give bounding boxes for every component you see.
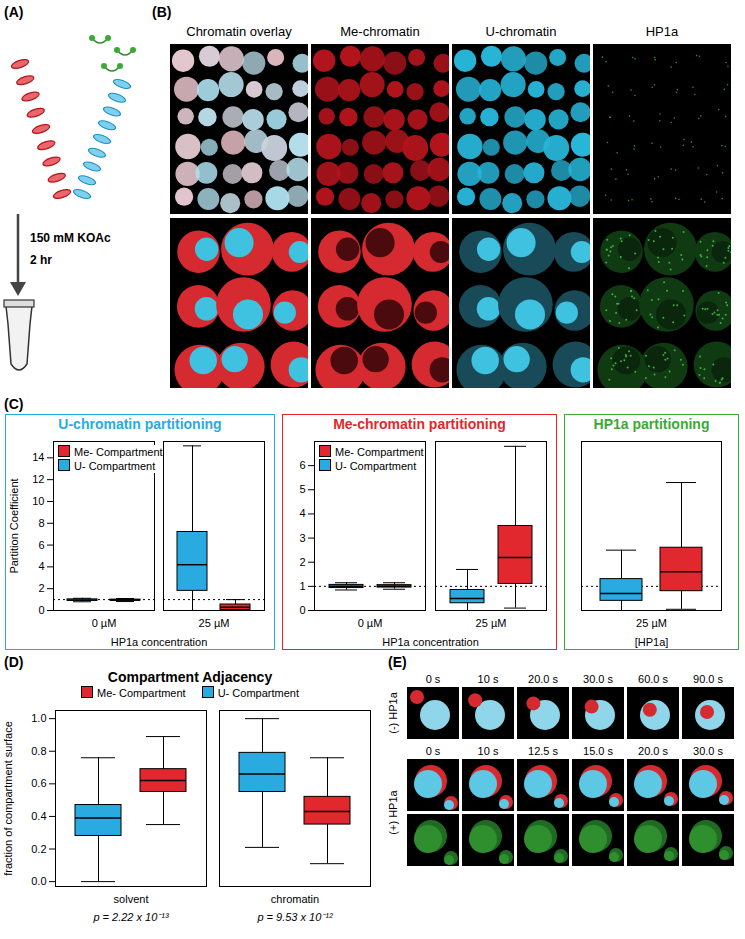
svg-text:0.2: 0.2	[31, 843, 46, 855]
svg-text:chromatin: chromatin	[271, 893, 319, 905]
svg-text:1.0: 1.0	[31, 712, 46, 724]
html-text:(A): (A)	[4, 4, 24, 20]
svg-text:8: 8	[38, 517, 44, 529]
svg-text:20.0 s: 20.0 s	[528, 673, 558, 685]
svg-text:12: 12	[32, 473, 44, 485]
svg-text:25 µM: 25 µM	[636, 617, 667, 629]
svg-text:25 µM: 25 µM	[199, 617, 230, 629]
html-text:HP1a: HP1a	[645, 24, 679, 39]
svg-text:0 s: 0 s	[426, 745, 441, 757]
svg-text:0 µM: 0 µM	[358, 617, 383, 629]
html-text:Me- Compartment: Me- Compartment	[97, 687, 186, 699]
svg-text:25 µM: 25 µM	[476, 617, 507, 629]
svg-text:0 µM: 0 µM	[92, 617, 117, 629]
svg-text:(-) HP1a: (-) HP1a	[387, 691, 399, 733]
svg-text:4: 4	[299, 507, 305, 519]
html-text:Compartment Adjacency: Compartment Adjacency	[107, 669, 273, 685]
html-text:Me-chromatin partitioning: Me-chromatin partitioning	[333, 416, 506, 432]
svg-text:3: 3	[299, 532, 305, 544]
svg-text:0.6: 0.6	[31, 777, 46, 789]
svg-text:90.0 s: 90.0 s	[693, 673, 723, 685]
svg-text:30.0 s: 30.0 s	[583, 673, 613, 685]
svg-text:2 hr: 2 hr	[30, 253, 52, 267]
svg-text:14: 14	[32, 451, 44, 463]
svg-text:p = 2.22 x 10⁻¹³: p = 2.22 x 10⁻¹³	[92, 911, 169, 923]
svg-text:6: 6	[299, 459, 305, 471]
html-text:(E): (E)	[388, 654, 407, 670]
svg-text:0.0: 0.0	[31, 875, 46, 887]
svg-text:4: 4	[38, 560, 44, 572]
html-text:HP1a partitioning: HP1a partitioning	[593, 416, 710, 432]
svg-text:0.8: 0.8	[31, 745, 46, 757]
html-text:Me-chromatin: Me-chromatin	[340, 24, 420, 39]
svg-text:10 s: 10 s	[478, 673, 499, 685]
svg-text:15.0 s: 15.0 s	[583, 745, 613, 757]
svg-text:20.0 s: 20.0 s	[638, 745, 668, 757]
svg-text:HP1a concentration: HP1a concentration	[111, 636, 208, 648]
svg-text:10: 10	[32, 495, 44, 507]
svg-text:p = 9.53 x 10⁻¹²: p = 9.53 x 10⁻¹²	[256, 911, 333, 923]
html-text:U- Compartment: U- Compartment	[74, 460, 156, 472]
svg-text:150 mM KOAc: 150 mM KOAc	[30, 231, 111, 245]
html-text:U- Compartment: U- Compartment	[335, 460, 417, 472]
svg-text:0.4: 0.4	[31, 810, 46, 822]
svg-text:30.0 s: 30.0 s	[693, 745, 723, 757]
html-text:U-chromatin partitioning: U-chromatin partitioning	[58, 416, 222, 432]
svg-text:(+) HP1a: (+) HP1a	[387, 789, 399, 834]
html-text:(D): (D)	[4, 654, 24, 670]
html-text:U-chromatin: U-chromatin	[485, 24, 557, 39]
svg-text:10 s: 10 s	[478, 745, 499, 757]
html-text:(C): (C)	[4, 396, 24, 412]
svg-text:2: 2	[299, 556, 305, 568]
svg-text:0: 0	[299, 604, 305, 616]
svg-text:HP1a concentration: HP1a concentration	[382, 636, 479, 648]
svg-text:0: 0	[38, 604, 44, 616]
svg-text:60.0 s: 60.0 s	[638, 673, 668, 685]
svg-text:fraction of compartment surfac: fraction of compartment surface	[2, 721, 14, 876]
svg-text:[HP1a]: [HP1a]	[635, 636, 669, 648]
svg-text:solvent: solvent	[114, 893, 149, 905]
svg-text:12.5 s: 12.5 s	[528, 745, 558, 757]
svg-text:Partition Coefficient: Partition Coefficient	[8, 478, 20, 573]
svg-text:6: 6	[38, 539, 44, 551]
svg-text:5: 5	[299, 483, 305, 495]
html-text:Me- Compartment: Me- Compartment	[335, 446, 424, 458]
svg-text:0 s: 0 s	[426, 673, 441, 685]
html-text:Me- Compartment: Me- Compartment	[74, 446, 163, 458]
svg-text:2: 2	[38, 582, 44, 594]
html-text:(B): (B)	[152, 4, 172, 20]
html-text:U- Compartment: U- Compartment	[217, 687, 299, 699]
html-text:Chromatin overlay: Chromatin overlay	[186, 24, 292, 39]
svg-text:1: 1	[299, 580, 305, 592]
